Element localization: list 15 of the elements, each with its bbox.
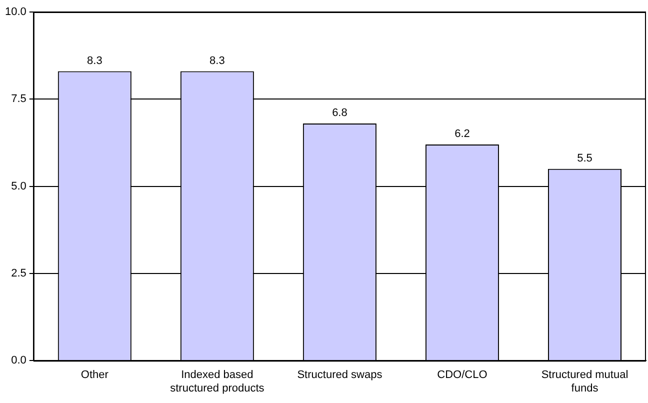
x-tick-label: Other [80,369,109,382]
x-tick-label: CDO/CLO [437,369,488,382]
y-tick-label: 10.0 [4,6,26,18]
data-label: 8.3 [210,54,225,67]
data-label: 6.8 [332,107,348,120]
x-tick-label: Indexed based structured products [170,369,265,394]
y-tick-label: 2.5 [11,267,26,280]
x-tick-label: Structured mutual funds [541,369,628,394]
y-tick-label: 5.0 [11,180,26,192]
data-label: 6.2 [454,128,470,140]
data-label: 5.5 [577,152,592,164]
x-tick-label: Structured swaps [297,369,383,382]
y-tick-label: 0.0 [11,354,26,367]
y-tick-label: 7.5 [11,93,26,106]
data-label: 8.3 [87,54,102,67]
